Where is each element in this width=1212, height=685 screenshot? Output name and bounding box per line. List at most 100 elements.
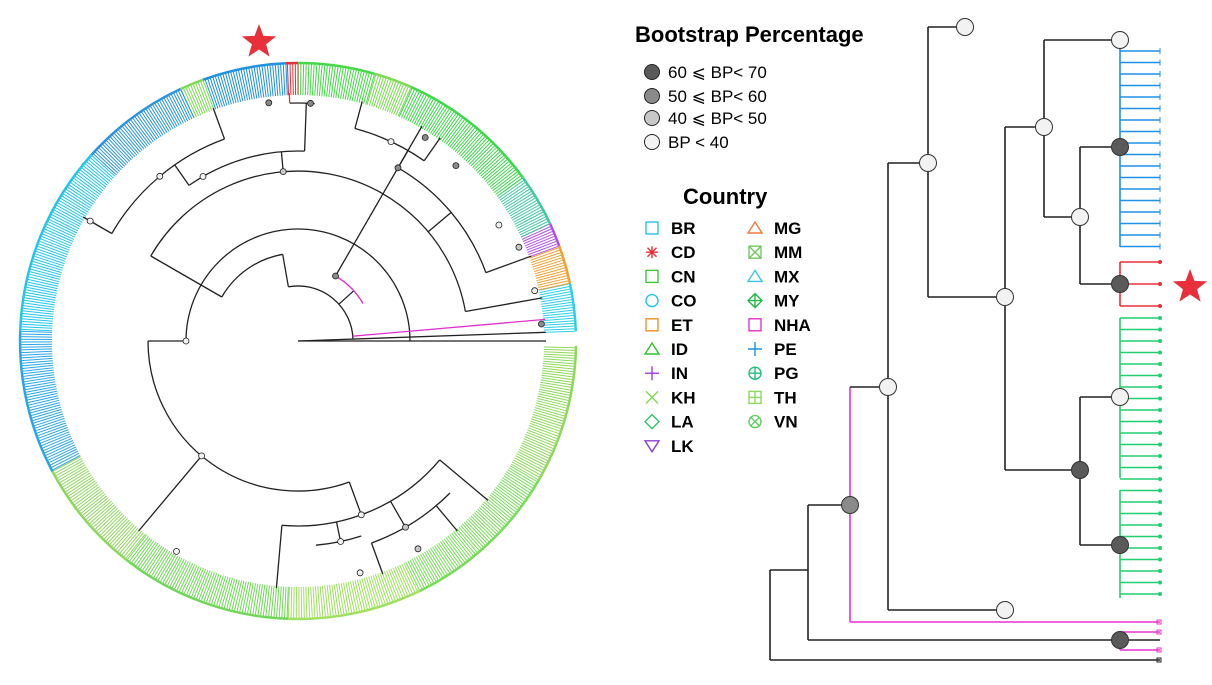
star-icon bbox=[242, 24, 276, 57]
country-label: CN bbox=[671, 267, 696, 286]
tip-line bbox=[543, 359, 574, 361]
tip-line bbox=[34, 256, 64, 266]
bootstrap-node bbox=[842, 497, 859, 514]
leaf-dot bbox=[1158, 374, 1162, 378]
bootstrap-node bbox=[1112, 632, 1129, 649]
bootstrap-node bbox=[174, 548, 180, 554]
bootstrap-node bbox=[1112, 537, 1129, 554]
tip-line bbox=[21, 347, 52, 348]
tip-line bbox=[406, 92, 420, 120]
leaf-dot bbox=[1158, 454, 1162, 458]
tip-line bbox=[544, 347, 575, 348]
tip-line bbox=[34, 416, 64, 426]
tip-line bbox=[22, 321, 53, 323]
tip-line bbox=[281, 65, 283, 96]
tip-line bbox=[277, 586, 279, 617]
bootstrap-node bbox=[333, 273, 339, 279]
tip-line bbox=[36, 421, 65, 431]
tip-line bbox=[521, 445, 549, 458]
leaf-dot bbox=[1158, 443, 1162, 447]
tip-line bbox=[273, 65, 276, 96]
tip-line bbox=[47, 445, 75, 458]
tip-line bbox=[544, 323, 575, 325]
tip-line bbox=[520, 447, 548, 460]
leaf-dot bbox=[1158, 592, 1162, 596]
bootstrap-node bbox=[453, 163, 459, 169]
bootstrap-node bbox=[403, 524, 409, 530]
leaf-dot bbox=[1158, 558, 1162, 562]
bootstrap-node bbox=[1036, 119, 1053, 136]
country-label: ID bbox=[671, 340, 688, 359]
country-label: MY bbox=[774, 292, 800, 311]
tip-line bbox=[341, 68, 346, 99]
tip-line bbox=[339, 584, 344, 615]
branch-line bbox=[372, 543, 383, 574]
leaf-dot bbox=[1158, 477, 1162, 481]
tip-line bbox=[543, 364, 574, 367]
tip-line bbox=[315, 586, 317, 617]
tip-line bbox=[294, 587, 295, 618]
bootstrap-node bbox=[1112, 32, 1129, 49]
tip-line bbox=[290, 64, 291, 95]
country-label: IN bbox=[671, 364, 688, 383]
country-shape-icon bbox=[646, 270, 658, 282]
branch-line bbox=[465, 298, 542, 312]
tip-line bbox=[206, 573, 216, 602]
tip-line bbox=[49, 219, 77, 233]
country-label: TH bbox=[774, 388, 797, 407]
tip-line bbox=[25, 384, 56, 390]
tip-line bbox=[532, 255, 562, 265]
bootstrap-node bbox=[357, 570, 363, 576]
branch-arc bbox=[336, 276, 364, 304]
tip-line bbox=[21, 351, 52, 352]
bootstrap-label: 60 ⩽ BP< 70 bbox=[668, 63, 767, 82]
tip-line bbox=[176, 92, 190, 120]
bootstrap-node bbox=[532, 288, 538, 294]
branch-line bbox=[339, 291, 354, 304]
branch-line bbox=[391, 501, 406, 527]
branch-arc bbox=[288, 286, 353, 339]
country-legend-title: Country bbox=[683, 184, 768, 209]
tip-line bbox=[318, 586, 321, 617]
tip-line bbox=[306, 587, 307, 618]
tip-line bbox=[544, 326, 575, 328]
tip-line bbox=[319, 65, 322, 96]
tip-line bbox=[532, 417, 562, 427]
leaf-dot bbox=[1158, 351, 1162, 355]
tip-line bbox=[24, 380, 55, 385]
leaf-dot bbox=[1158, 512, 1162, 516]
tip-line bbox=[22, 356, 53, 358]
tip-line bbox=[533, 258, 563, 267]
country-label: MX bbox=[774, 267, 800, 286]
tip-line bbox=[312, 65, 314, 96]
tip-line bbox=[21, 334, 52, 335]
tip-line bbox=[35, 254, 64, 264]
bootstrap-swatch bbox=[645, 135, 660, 150]
tip-line bbox=[544, 329, 575, 330]
tip-line bbox=[543, 361, 574, 364]
tip-line bbox=[543, 321, 574, 323]
bootstrap-legend-title: Bootstrap Percentage bbox=[635, 22, 864, 47]
tip-line bbox=[179, 563, 192, 591]
tip-line bbox=[21, 337, 52, 338]
branch-arc bbox=[189, 151, 305, 185]
branch-line bbox=[440, 460, 488, 501]
tip-line bbox=[334, 67, 339, 98]
tip-line bbox=[278, 65, 280, 96]
country-label: MM bbox=[774, 243, 802, 262]
tip-line bbox=[24, 298, 55, 303]
bootstrap-node bbox=[266, 100, 272, 106]
branch-arc bbox=[372, 493, 451, 543]
bootstrap-node bbox=[87, 218, 93, 224]
tip-line bbox=[25, 382, 56, 387]
tip-line bbox=[21, 327, 52, 329]
tip-ring-arc bbox=[20, 155, 91, 331]
leaf-dot bbox=[1158, 385, 1162, 389]
country-label: BR bbox=[671, 219, 696, 238]
country-shape-icon bbox=[749, 391, 761, 403]
tip-line bbox=[310, 64, 312, 95]
leaf-dot bbox=[1158, 523, 1162, 527]
tip-line bbox=[22, 361, 53, 364]
circular-tree bbox=[20, 24, 576, 619]
